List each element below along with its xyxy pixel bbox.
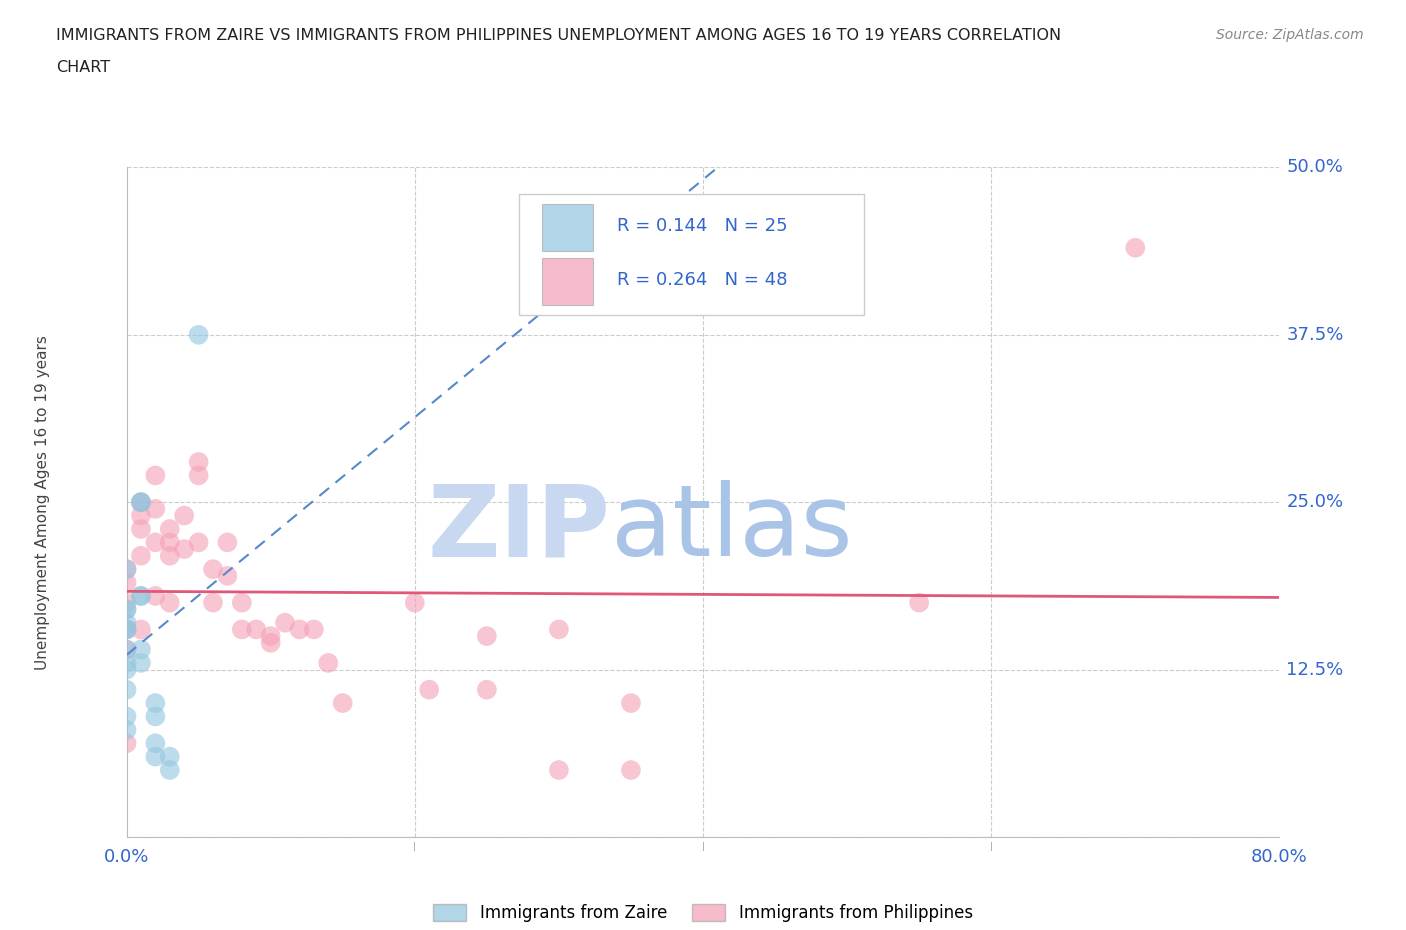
- Point: [202, 595, 225, 610]
- Point: [115, 616, 138, 631]
- Text: 50.0%: 50.0%: [1286, 158, 1343, 177]
- Point: [115, 642, 138, 657]
- Point: [115, 656, 138, 671]
- Point: [129, 642, 152, 657]
- Point: [145, 736, 166, 751]
- Text: |: |: [702, 842, 704, 851]
- Point: [418, 683, 440, 698]
- Point: [217, 535, 239, 550]
- Point: [231, 595, 253, 610]
- Text: 80.0%: 80.0%: [1251, 848, 1308, 866]
- Point: [145, 589, 166, 604]
- Text: |: |: [990, 842, 993, 851]
- Text: 12.5%: 12.5%: [1286, 660, 1344, 679]
- Point: [115, 602, 138, 617]
- Text: 37.5%: 37.5%: [1286, 326, 1344, 344]
- Point: [145, 535, 166, 550]
- Point: [475, 683, 498, 698]
- Point: [620, 763, 643, 777]
- Point: [115, 736, 138, 751]
- Text: Unemployment Among Ages 16 to 19 years: Unemployment Among Ages 16 to 19 years: [35, 335, 49, 670]
- Point: [115, 602, 138, 617]
- Text: IMMIGRANTS FROM ZAIRE VS IMMIGRANTS FROM PHILIPPINES UNEMPLOYMENT AMONG AGES 16 : IMMIGRANTS FROM ZAIRE VS IMMIGRANTS FROM…: [56, 28, 1062, 43]
- FancyBboxPatch shape: [541, 205, 593, 251]
- Point: [115, 642, 138, 657]
- Point: [115, 595, 138, 610]
- Point: [115, 662, 138, 677]
- Point: [115, 683, 138, 698]
- Point: [159, 522, 181, 537]
- Point: [145, 709, 166, 724]
- Point: [115, 622, 138, 637]
- Text: atlas: atlas: [610, 481, 852, 578]
- Point: [187, 455, 209, 470]
- Legend: Immigrants from Zaire, Immigrants from Philippines: Immigrants from Zaire, Immigrants from P…: [426, 897, 980, 929]
- Point: [115, 622, 138, 637]
- Point: [548, 763, 571, 777]
- FancyBboxPatch shape: [541, 258, 593, 305]
- Point: [302, 622, 325, 637]
- Point: [129, 495, 152, 510]
- Point: [231, 622, 253, 637]
- Point: [259, 635, 281, 650]
- Point: [115, 575, 138, 590]
- Point: [129, 589, 152, 604]
- Point: [187, 535, 209, 550]
- Point: [404, 595, 426, 610]
- Point: [202, 562, 225, 577]
- Point: [259, 629, 281, 644]
- Point: [115, 723, 138, 737]
- Point: [548, 622, 571, 637]
- Point: [274, 616, 297, 631]
- Point: [145, 468, 166, 483]
- Point: [129, 522, 152, 537]
- FancyBboxPatch shape: [519, 194, 865, 314]
- Text: 25.0%: 25.0%: [1286, 493, 1344, 512]
- Point: [332, 696, 354, 711]
- Point: [129, 622, 152, 637]
- Point: [159, 750, 181, 764]
- Text: ZIP: ZIP: [427, 481, 610, 578]
- Text: CHART: CHART: [56, 60, 110, 75]
- Point: [245, 622, 267, 637]
- Point: [187, 327, 209, 342]
- Point: [129, 656, 152, 671]
- Point: [145, 501, 166, 516]
- Point: [115, 562, 138, 577]
- Text: 0.0%: 0.0%: [104, 848, 149, 866]
- Point: [129, 549, 152, 564]
- Point: [159, 535, 181, 550]
- Point: [159, 595, 181, 610]
- Point: [145, 696, 166, 711]
- Point: [145, 750, 166, 764]
- Point: [217, 568, 239, 583]
- Text: R = 0.264   N = 48: R = 0.264 N = 48: [616, 271, 787, 289]
- Point: [173, 541, 195, 556]
- Point: [115, 709, 138, 724]
- Point: [318, 656, 340, 671]
- Point: [129, 589, 152, 604]
- Point: [173, 508, 195, 523]
- Point: [1123, 240, 1146, 255]
- Text: R = 0.144   N = 25: R = 0.144 N = 25: [616, 218, 787, 235]
- Point: [115, 562, 138, 577]
- Point: [159, 549, 181, 564]
- Point: [187, 468, 209, 483]
- Point: [129, 508, 152, 523]
- Text: Source: ZipAtlas.com: Source: ZipAtlas.com: [1216, 28, 1364, 42]
- Point: [129, 495, 152, 510]
- Point: [620, 696, 643, 711]
- Text: |: |: [413, 842, 416, 851]
- Point: [475, 629, 498, 644]
- Point: [115, 622, 138, 637]
- Point: [129, 495, 152, 510]
- Point: [288, 622, 311, 637]
- Point: [908, 595, 931, 610]
- Point: [159, 763, 181, 777]
